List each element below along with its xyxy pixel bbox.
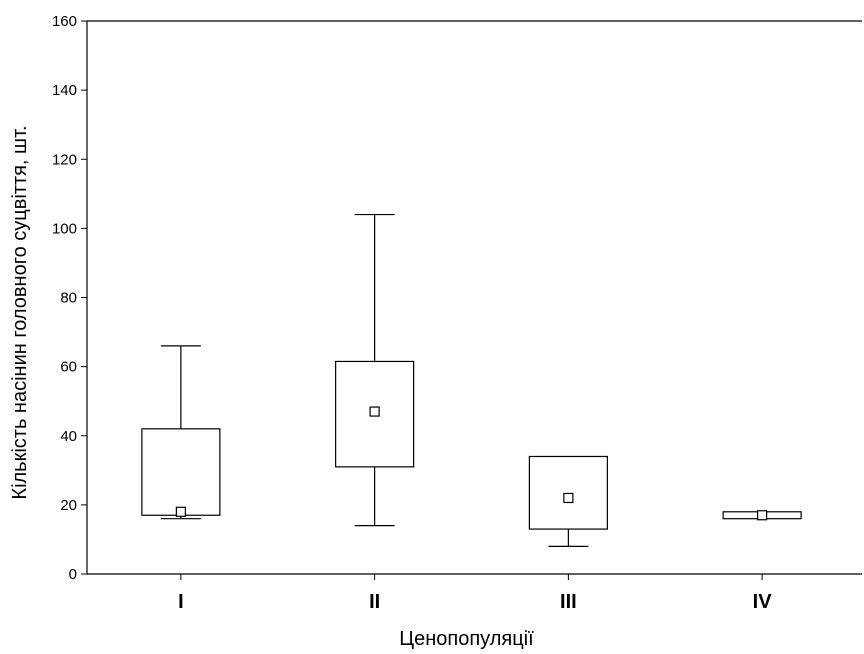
x-tick-label: II: [369, 591, 380, 613]
box-series: [141, 213, 802, 547]
box-I: [141, 345, 221, 520]
iqr-box: [141, 428, 221, 516]
y-tick-label: 160: [52, 13, 77, 30]
y-axis-ticks: 0 20 40 60 80 100 120 140 160: [52, 13, 87, 583]
y-tick-label: 120: [52, 151, 77, 168]
y-axis-title: Кількість насінин головного суцвіття, шт…: [9, 125, 31, 499]
iqr-box: [528, 455, 608, 530]
x-tick-label: IV: [753, 591, 773, 613]
x-axis-ticks: I II III IV: [178, 574, 772, 613]
x-tick-label: III: [560, 591, 577, 613]
x-axis-title: Ценопопуляції: [399, 628, 534, 650]
box-IV: [722, 510, 802, 521]
y-tick-label: 140: [52, 82, 77, 99]
median-marker: [369, 406, 380, 417]
box-III: [528, 455, 608, 547]
median-marker: [757, 510, 768, 521]
y-tick-label: 0: [69, 566, 77, 583]
y-tick-label: 100: [52, 220, 77, 237]
x-tick-label: I: [178, 591, 184, 613]
median-marker: [563, 492, 574, 504]
median-marker: [175, 506, 186, 517]
y-tick-label: 40: [60, 428, 77, 445]
box-II: [335, 213, 415, 527]
y-tick-label: 20: [60, 497, 77, 514]
y-tick-label: 80: [60, 290, 77, 307]
y-tick-label: 60: [60, 359, 77, 376]
